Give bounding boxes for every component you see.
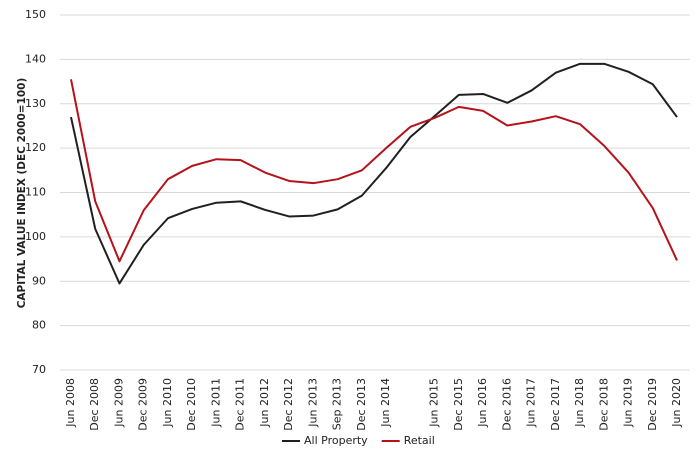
- x-tick-label: Dec 2011: [234, 378, 247, 431]
- x-tick-label: Jun 2020: [670, 378, 683, 428]
- x-tick-label: Dec 2009: [137, 378, 150, 431]
- y-tick-label: 70: [32, 363, 46, 376]
- x-tick-label: Dec 2013: [355, 378, 368, 431]
- x-tick-label: Jun 2009: [112, 378, 125, 428]
- x-tick-label: Jun 2014: [379, 378, 392, 428]
- x-tick-label: Dec 2018: [597, 378, 610, 431]
- y-tick-label: 110: [25, 186, 46, 199]
- x-tick-label: Jun 2017: [525, 378, 538, 428]
- y-tick-label: 140: [25, 52, 46, 65]
- x-tick-label: Jun 2011: [209, 378, 222, 428]
- y-tick-label: 130: [25, 97, 46, 110]
- x-tick-label: Dec 2012: [282, 378, 295, 431]
- legend-label: All Property: [304, 434, 368, 447]
- x-tick-label: Jun 2019: [622, 378, 635, 428]
- x-tick-label: Jun 2008: [64, 378, 77, 428]
- x-tick-label: Dec 2015: [452, 378, 465, 431]
- y-axis-title: CAPITAL VALUE INDEX (DEC 2000=100): [16, 78, 28, 309]
- x-tick-label: Jun 2015: [428, 378, 441, 428]
- y-tick-label: 80: [32, 319, 46, 332]
- line-series: [70, 79, 678, 263]
- legend-label: Retail: [404, 434, 435, 447]
- y-tick-label: 150: [25, 8, 46, 21]
- x-tick-label: Jun 2012: [258, 378, 271, 428]
- y-tick-label: 100: [25, 230, 46, 243]
- x-tick-label: Jun 2010: [161, 378, 174, 428]
- y-tick-label: 90: [32, 274, 46, 287]
- x-tick-label: Jun 2013: [306, 378, 319, 428]
- x-tick-label: Jun 2018: [573, 378, 586, 428]
- y-tick-label: 120: [25, 141, 46, 154]
- x-tick-label: Dec 2016: [500, 378, 513, 431]
- x-tick-label: Dec 2008: [88, 378, 101, 431]
- x-tick-label: Dec 2010: [185, 378, 198, 431]
- x-tick-label: Sep 2013: [331, 378, 344, 430]
- x-tick-label: Dec 2019: [646, 378, 659, 431]
- x-tick-label: Dec 2017: [549, 378, 562, 431]
- x-tick-label: Jun 2016: [476, 378, 489, 428]
- line-series: [70, 62, 678, 285]
